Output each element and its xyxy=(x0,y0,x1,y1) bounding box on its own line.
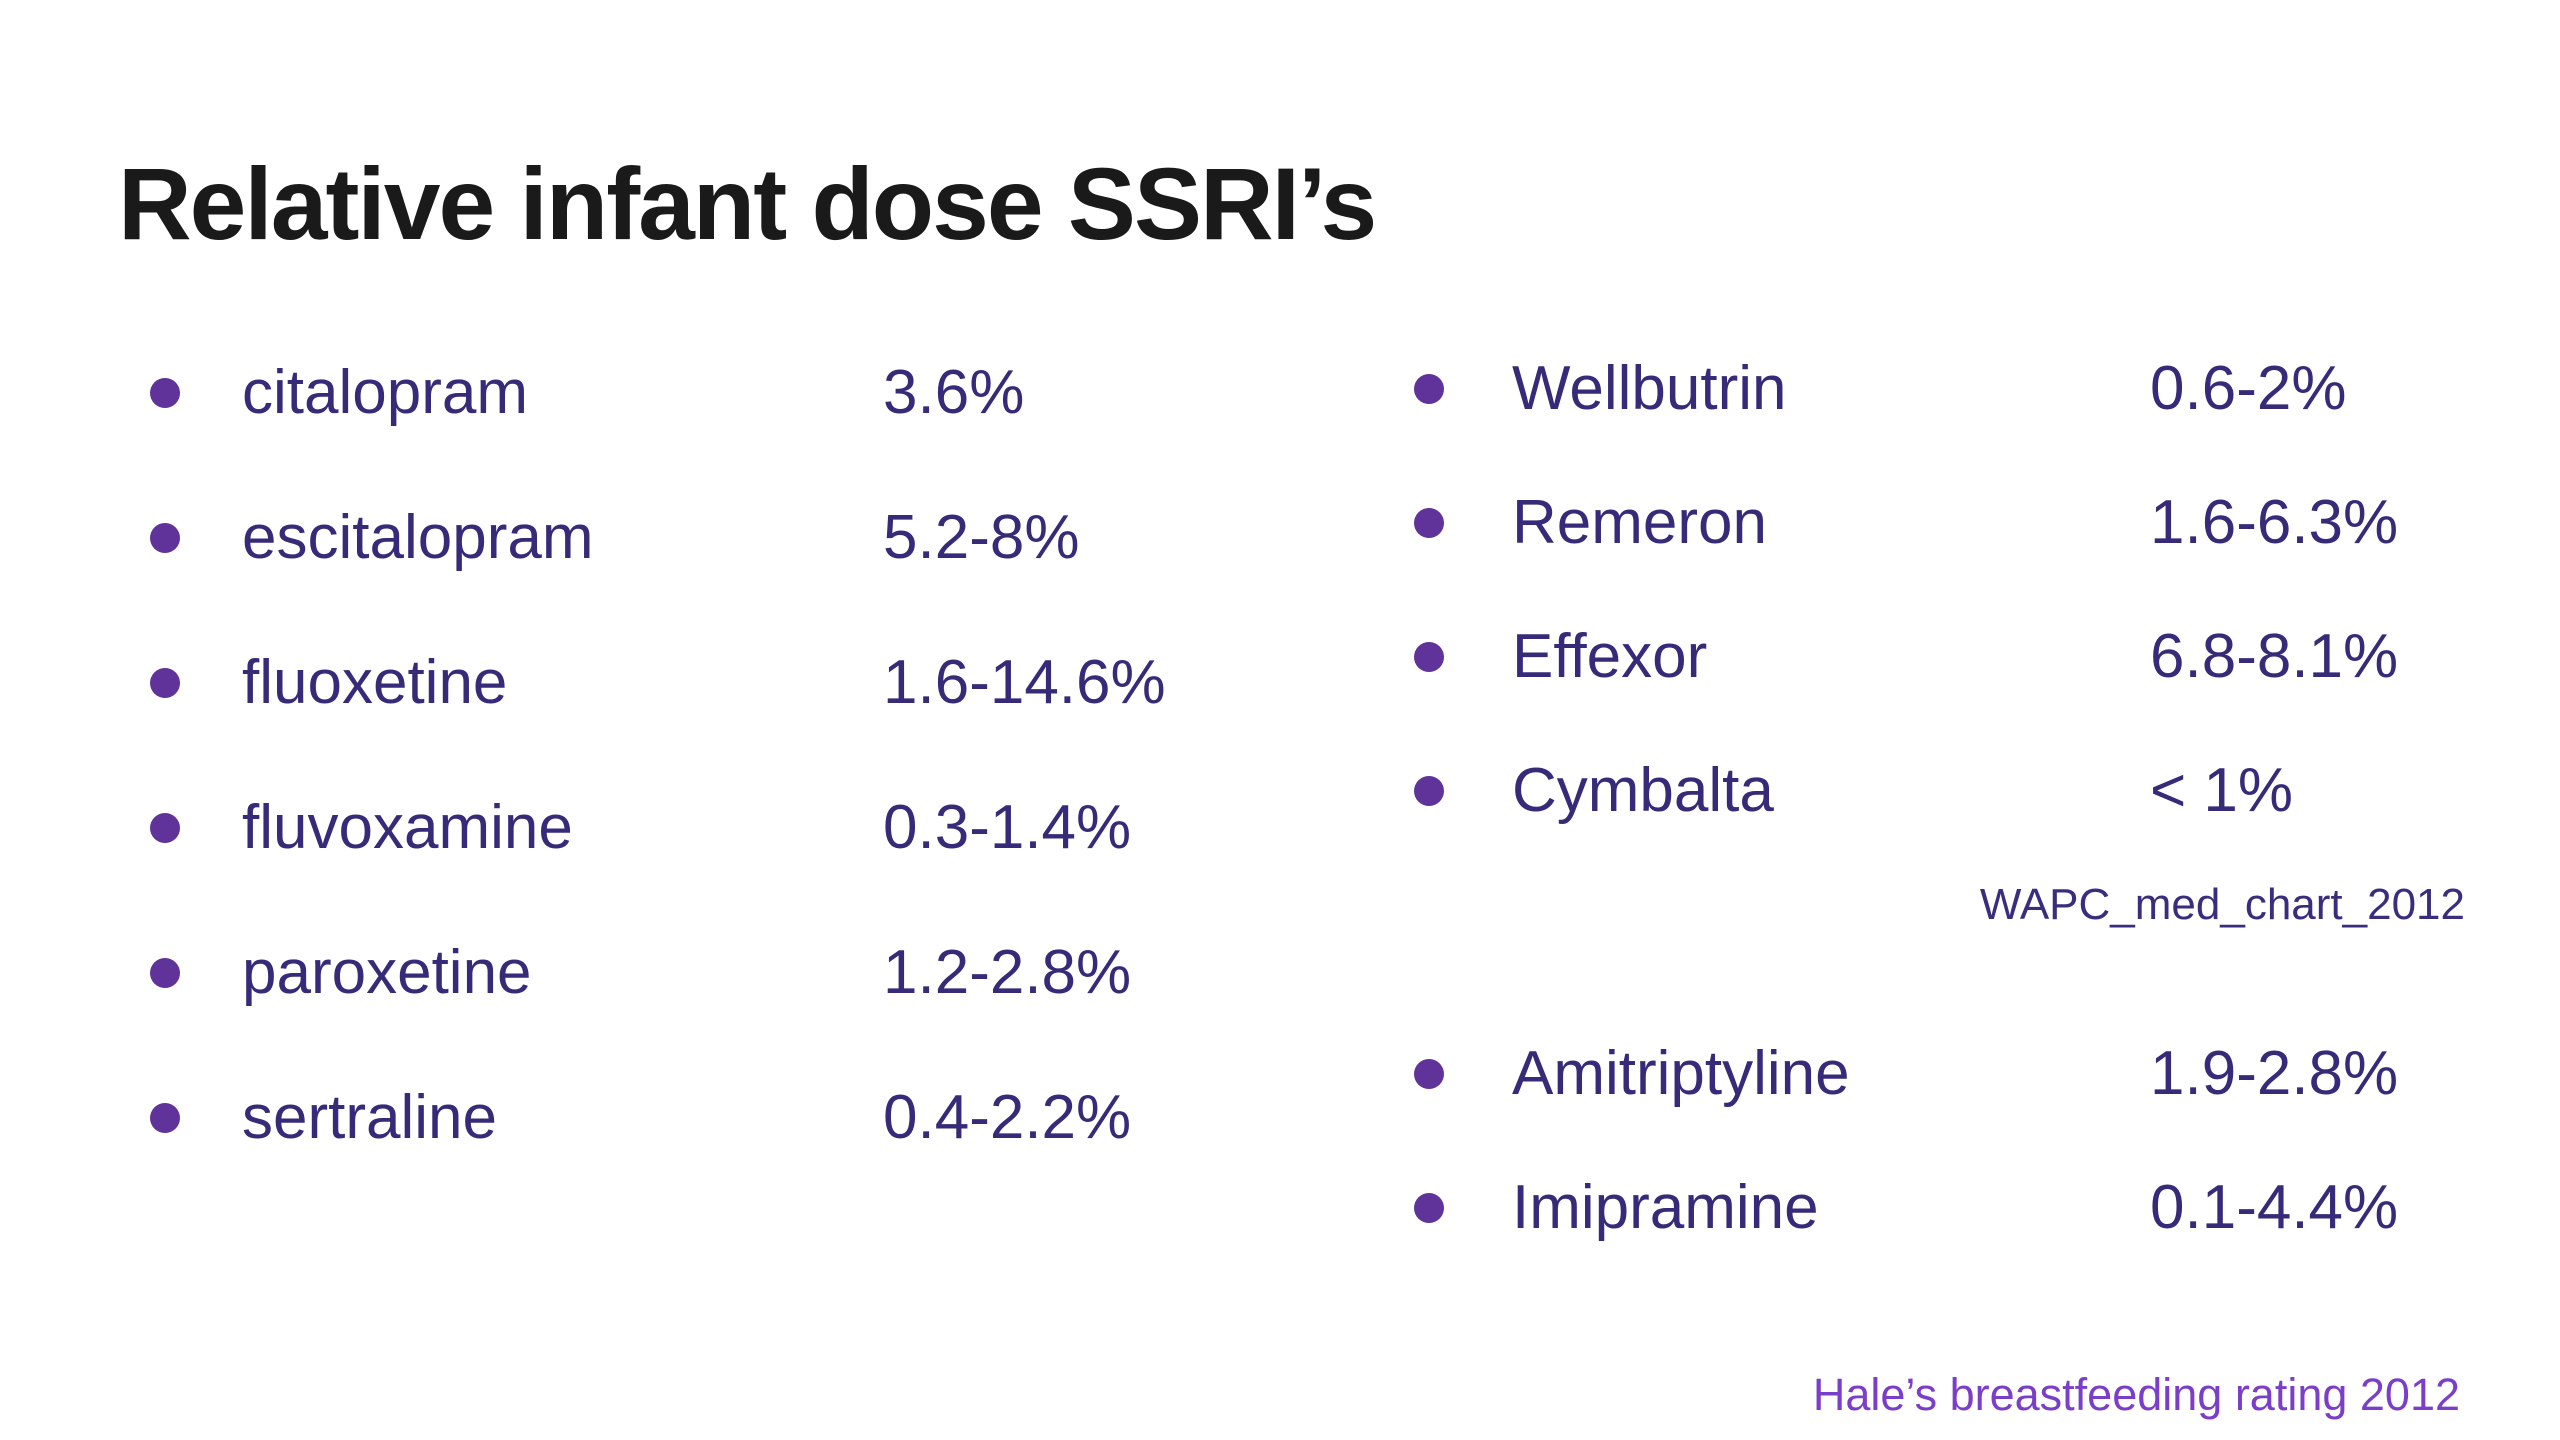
drug-name: Amitriptyline xyxy=(1512,1039,1850,1108)
bullet-icon xyxy=(1414,1059,1444,1089)
drug-dose-value: 1.2-2.8% xyxy=(883,937,1132,1007)
list-item: Imipramine 0.1-4.4% xyxy=(1414,1141,2398,1275)
drug-name: sertraline xyxy=(242,1082,497,1152)
bullet-icon xyxy=(1414,374,1444,404)
drug-name: Wellbutrin xyxy=(1512,354,1787,423)
bullet-icon xyxy=(150,522,180,553)
page-title: Relative infant dose SSRI’s xyxy=(118,147,1377,261)
drug-name: escitalopram xyxy=(242,502,594,572)
source-note: WAPC_med_chart_2012 xyxy=(1979,880,2465,929)
drug-name: paroxetine xyxy=(242,937,532,1007)
list-item: Wellbutrin 0.6-2% xyxy=(1414,322,2398,456)
bullet-icon xyxy=(1414,1193,1444,1223)
bullet-icon xyxy=(150,377,180,408)
drug-dose-value: < 1% xyxy=(2150,756,2294,825)
drug-name: Imipramine xyxy=(1512,1173,1819,1242)
bullet-icon xyxy=(1414,776,1444,806)
footer-note: Hale’s breastfeeding rating 2012 xyxy=(1812,1369,2460,1420)
drug-dose-value: 3.6% xyxy=(883,357,1025,427)
list-item: Remeron 1.6-6.3% xyxy=(1414,456,2398,590)
list-item: Cymbalta < 1% xyxy=(1414,724,2398,858)
list-item: paroxetine 1.2-2.8% xyxy=(150,900,1166,1045)
other-antidepressant-list: Wellbutrin 0.6-2% Remeron 1.6-6.3% Effex… xyxy=(1414,322,2398,858)
ssri-dose-list: citalopram 3.6% escitalopram 5.2-8% fluo… xyxy=(150,320,1166,1190)
list-item: fluvoxamine 0.3-1.4% xyxy=(150,755,1166,900)
list-item: escitalopram 5.2-8% xyxy=(150,465,1166,610)
drug-dose-value: 0.6-2% xyxy=(2150,354,2347,423)
drug-dose-value: 1.6-6.3% xyxy=(2150,488,2399,557)
bullet-icon xyxy=(150,957,180,988)
drug-dose-value: 0.3-1.4% xyxy=(883,792,1132,862)
tricyclic-list: Amitriptyline 1.9-2.8% Imipramine 0.1-4.… xyxy=(1414,1007,2398,1275)
drug-name: fluvoxamine xyxy=(242,792,573,862)
drug-name: Effexor xyxy=(1512,622,1708,691)
drug-dose-value: 0.4-2.2% xyxy=(883,1082,1132,1152)
list-item: fluoxetine 1.6-14.6% xyxy=(150,610,1166,755)
list-item: sertraline 0.4-2.2% xyxy=(150,1045,1166,1190)
bullet-icon xyxy=(150,812,180,843)
bullet-icon xyxy=(1414,508,1444,538)
drug-dose-value: 0.1-4.4% xyxy=(2150,1173,2399,1242)
drug-name: citalopram xyxy=(242,357,528,427)
drug-name: fluoxetine xyxy=(242,647,508,717)
bullet-icon xyxy=(1414,642,1444,672)
list-item: Amitriptyline 1.9-2.8% xyxy=(1414,1007,2398,1141)
drug-dose-value: 1.9-2.8% xyxy=(2150,1039,2399,1108)
drug-dose-value: 1.6-14.6% xyxy=(883,647,1166,717)
drug-name: Cymbalta xyxy=(1512,756,1774,825)
list-item: citalopram 3.6% xyxy=(150,320,1166,465)
bullet-icon xyxy=(150,667,180,698)
list-item: Effexor 6.8-8.1% xyxy=(1414,590,2398,724)
drug-dose-value: 5.2-8% xyxy=(883,502,1080,572)
drug-dose-value: 6.8-8.1% xyxy=(2150,622,2399,691)
bullet-icon xyxy=(150,1102,180,1133)
drug-name: Remeron xyxy=(1512,488,1767,557)
